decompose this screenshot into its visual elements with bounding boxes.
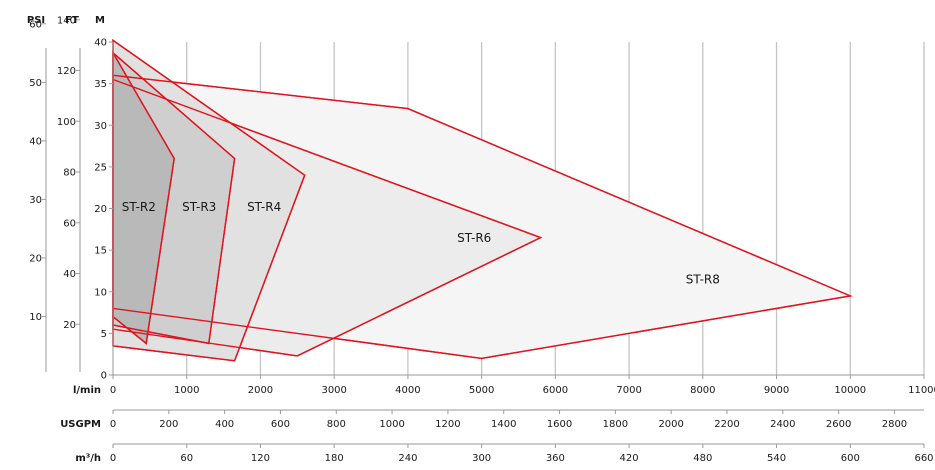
- x-tick-label-usgpm: 1600: [547, 419, 572, 430]
- x-tick-label-usgpm: 600: [271, 419, 290, 430]
- x-tick-label-usgpm: 400: [215, 419, 234, 430]
- x-tick-label-m3h: 600: [841, 453, 860, 464]
- area-label-st-r2: ST-R2: [122, 200, 156, 214]
- y-axis-label-m: M: [95, 15, 105, 26]
- area-label-st-r6: ST-R6: [457, 231, 491, 245]
- area-label-st-r4: ST-R4: [247, 200, 281, 214]
- area-label-st-r8: ST-R8: [686, 272, 720, 286]
- x-tick-label-usgpm: 800: [327, 419, 346, 430]
- x-tick-label-usgpm: 2600: [826, 419, 851, 430]
- x-axis-label-m3h: m³/h: [75, 453, 101, 464]
- x-tick-label-usgpm: 1400: [491, 419, 516, 430]
- x-tick-label-lmin: 4000: [395, 385, 420, 396]
- x-tick-label-m3h: 300: [472, 453, 491, 464]
- y-tick-label-m: 15: [94, 246, 107, 257]
- x-tick-label-usgpm: 2800: [882, 419, 907, 430]
- x-tick-label-lmin: 5000: [469, 385, 494, 396]
- x-tick-label-lmin: 10000: [834, 385, 866, 396]
- x-tick-label-m3h: 60: [180, 453, 193, 464]
- y-tick-label-psi: 60: [29, 19, 42, 30]
- x-tick-label-usgpm: 2200: [714, 419, 739, 430]
- y-tick-label-m: 30: [94, 121, 107, 132]
- x-axis-label-lmin: l/min: [73, 385, 101, 396]
- y-tick-label-ft: 20: [63, 320, 76, 331]
- y-tick-label-m: 25: [94, 162, 107, 173]
- y-tick-label-ft: 60: [63, 218, 76, 229]
- x-tick-label-lmin: 8000: [690, 385, 715, 396]
- x-tick-label-m3h: 0: [110, 453, 116, 464]
- y-tick-label-ft: 40: [63, 269, 76, 280]
- x-tick-label-lmin: 2000: [248, 385, 273, 396]
- x-tick-label-lmin: 11000: [908, 385, 935, 396]
- x-tick-label-lmin: 6000: [543, 385, 568, 396]
- x-tick-label-usgpm: 200: [159, 419, 178, 430]
- y-tick-label-m: 35: [94, 79, 107, 90]
- y-tick-label-ft: 100: [57, 117, 76, 128]
- y-tick-label-ft: 80: [63, 168, 76, 179]
- x-tick-label-usgpm: 1800: [603, 419, 628, 430]
- y-tick-label-m: 0: [101, 371, 107, 382]
- x-tick-label-usgpm: 1200: [435, 419, 460, 430]
- y-tick-label-ft: 140: [57, 15, 76, 26]
- x-tick-label-usgpm: 2400: [770, 419, 795, 430]
- x-tick-label-usgpm: 0: [110, 419, 116, 430]
- y-axis-label-psi: PSI: [27, 15, 45, 26]
- x-tick-label-lmin: 0: [110, 385, 116, 396]
- y-tick-label-psi: 50: [29, 78, 42, 89]
- x-tick-label-m3h: 240: [398, 453, 417, 464]
- y-tick-label-m: 20: [94, 204, 107, 215]
- y-tick-label-psi: 10: [29, 312, 42, 323]
- y-tick-label-psi: 20: [29, 253, 42, 264]
- x-tick-label-usgpm: 2000: [658, 419, 683, 430]
- labels-layer: ST-R8 ST-R6 ST-R4 ST-R3 ST-R2: [122, 200, 720, 286]
- x-tick-label-lmin: 3000: [321, 385, 346, 396]
- area-label-st-r3: ST-R3: [182, 200, 216, 214]
- x-tick-label-m3h: 180: [325, 453, 344, 464]
- y-tick-label-psi: 40: [29, 136, 42, 147]
- y-tick-label-m: 40: [94, 38, 107, 49]
- x-tick-label-m3h: 660: [914, 453, 933, 464]
- x-tick-label-m3h: 480: [693, 453, 712, 464]
- y-axis-label-ft: FT: [65, 15, 79, 26]
- y-tick-label-m: 5: [101, 329, 107, 340]
- x-tick-label-m3h: 360: [546, 453, 565, 464]
- x-tick-label-m3h: 540: [767, 453, 786, 464]
- y-tick-label-ft: 120: [57, 66, 76, 77]
- x-tick-label-m3h: 120: [251, 453, 270, 464]
- y-tick-label-m: 10: [94, 287, 107, 298]
- x-tick-label-usgpm: 1000: [379, 419, 404, 430]
- areas-layer: [112, 38, 853, 362]
- x-tick-label-lmin: 9000: [764, 385, 789, 396]
- y-tick-label-psi: 30: [29, 195, 42, 206]
- x-tick-label-lmin: 1000: [174, 385, 199, 396]
- x-axis-label-usgpm: USGPM: [60, 419, 101, 430]
- x-tick-label-lmin: 7000: [616, 385, 641, 396]
- x-tick-label-m3h: 420: [620, 453, 639, 464]
